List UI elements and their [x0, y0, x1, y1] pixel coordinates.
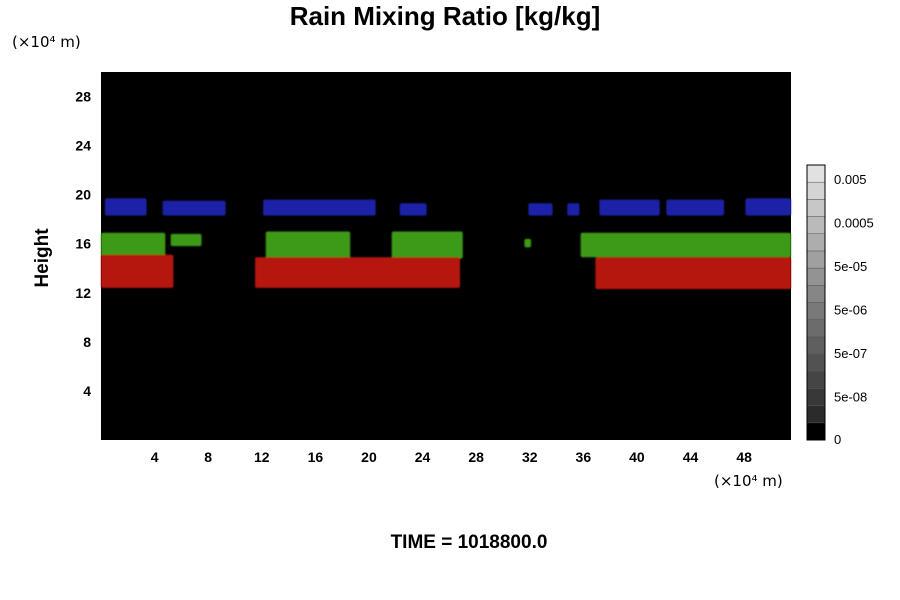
rain-band-segment	[524, 238, 532, 248]
time-label: TIME = 1018800.0	[390, 532, 548, 553]
rain-band-segment	[599, 199, 660, 216]
colorbar-swatch	[806, 199, 826, 217]
colorbar-swatch	[806, 388, 826, 406]
x-tick-label: 12	[254, 449, 270, 465]
colorbar-swatch	[806, 336, 826, 355]
rain-band-segment	[567, 203, 580, 216]
colorbar-swatch	[806, 181, 826, 200]
colorbar-label: 0.005	[834, 172, 867, 187]
colorbar-label: 5e-07	[834, 346, 867, 361]
colorbar-swatch	[806, 371, 826, 389]
rain-band-segment	[399, 203, 427, 216]
colorbar-swatch	[806, 302, 826, 320]
colorbar-frame	[806, 164, 826, 441]
y-tick-label: 24	[75, 138, 91, 154]
y-axis-unit: (×10⁴ m)	[12, 33, 81, 51]
rain-band-segment	[666, 199, 725, 216]
y-axis-ticks: 4 8 12 16 20 24 28	[75, 89, 91, 399]
colorbar-swatch	[806, 164, 826, 183]
chart-title: Rain Mixing Ratio [kg/kg]	[289, 1, 601, 31]
x-tick-label: 32	[522, 449, 538, 465]
colorbar: 0.005 0.0005 5e-05 5e-06 5e-07 5e-08 0	[806, 164, 874, 447]
x-tick-label: 4	[151, 449, 159, 465]
colorbar-swatch	[806, 353, 826, 372]
x-axis-ticks: 4 8 12 16 20 24 28 32 36 40 44 48	[151, 449, 752, 465]
colorbar-label: 0.0005	[834, 216, 874, 231]
x-tick-label: 36	[576, 449, 592, 465]
rain-band-segment	[170, 233, 202, 247]
rain-band-segment	[263, 199, 376, 216]
rain-band-segment	[255, 257, 461, 288]
y-tick-label: 8	[83, 334, 91, 350]
y-tick-label: 20	[75, 187, 91, 203]
x-tick-label: 20	[361, 449, 377, 465]
x-tick-label: 8	[204, 449, 212, 465]
x-tick-label: 44	[683, 449, 699, 465]
colorbar-swatch	[806, 319, 826, 338]
colorbar-swatch	[806, 405, 826, 424]
colorbar-label: 5e-06	[834, 303, 867, 318]
x-tick-label: 28	[468, 449, 484, 465]
colorbar-swatch	[806, 233, 826, 252]
colorbar-swatch	[806, 267, 826, 286]
rain-band-segment	[391, 231, 463, 259]
rain-bands	[101, 198, 791, 290]
rain-band-segment	[528, 203, 553, 216]
x-tick-label: 40	[629, 449, 645, 465]
colorbar-swatch	[806, 285, 826, 303]
y-tick-label: 16	[75, 236, 91, 252]
colorbar-swatch	[806, 216, 826, 234]
colorbar-label: 5e-08	[834, 390, 867, 405]
colorbar-label: 0	[834, 432, 841, 447]
y-tick-label: 4	[83, 383, 91, 399]
x-tick-label: 48	[736, 449, 752, 465]
rain-band-segment	[101, 254, 174, 288]
rain-band-segment	[101, 232, 166, 256]
colorbar-swatch	[806, 422, 826, 441]
x-axis-unit: (×10⁴ m)	[714, 472, 783, 490]
rain-band-segment	[105, 198, 147, 216]
colorbar-label: 5e-05	[834, 259, 867, 274]
rain-band-segment	[580, 232, 791, 258]
rain-band-segment	[162, 200, 226, 216]
x-tick-label: 16	[308, 449, 324, 465]
y-tick-label: 12	[75, 285, 91, 301]
rain-band-segment	[745, 198, 791, 216]
colorbar-swatch	[806, 250, 826, 269]
y-tick-label: 28	[75, 89, 91, 105]
rain-band-segment	[595, 257, 791, 290]
rain-band-segment	[265, 231, 351, 259]
x-tick-label: 24	[415, 449, 431, 465]
